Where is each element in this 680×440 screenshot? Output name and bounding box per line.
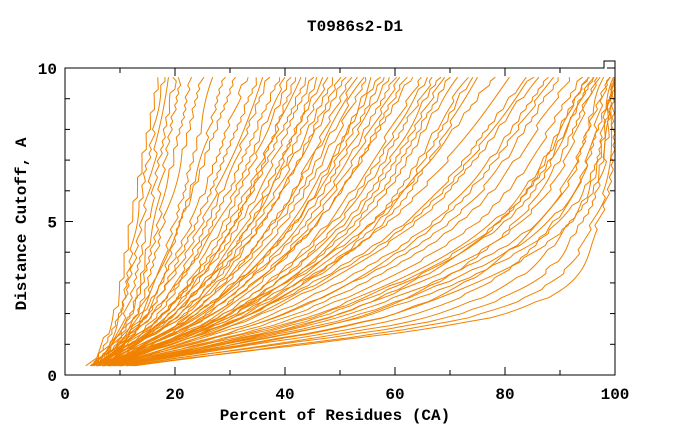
model-curve — [97, 77, 385, 367]
model-curve — [101, 77, 372, 367]
model-curve — [104, 76, 408, 367]
model-curve — [107, 76, 398, 367]
model-curve — [104, 76, 292, 367]
x-axis-label: Percent of Residues (CA) — [220, 407, 450, 425]
model-curve — [107, 76, 510, 367]
model-curve — [113, 76, 595, 367]
model-curves-layer — [85, 76, 616, 367]
model-curve — [90, 77, 264, 367]
model-curve — [103, 76, 527, 367]
model-curve — [119, 77, 594, 367]
model-curve — [117, 77, 614, 367]
model-curve — [109, 76, 365, 367]
model-curve — [98, 76, 177, 366]
model-curve — [110, 77, 589, 367]
model-curve — [98, 76, 286, 367]
model-curve — [110, 77, 571, 367]
model-curve — [116, 76, 535, 367]
model-curve — [103, 76, 205, 367]
model-curve — [93, 77, 169, 366]
model-curve — [96, 77, 367, 367]
model-curve — [98, 77, 333, 367]
axis-ticks — [64, 67, 616, 376]
model-curve — [101, 76, 226, 367]
model-curve — [108, 76, 414, 367]
model-curve — [113, 76, 583, 367]
model-curve — [90, 77, 249, 367]
model-curve — [115, 76, 611, 367]
model-curve — [97, 77, 296, 367]
model-curve — [106, 76, 442, 367]
model-curve — [132, 76, 616, 367]
model-curve — [97, 77, 214, 367]
model-curve — [103, 77, 307, 367]
model-curve — [126, 77, 616, 367]
model-curve — [130, 77, 616, 367]
x-tick-label: 0 — [60, 386, 70, 404]
model-curve — [97, 77, 281, 367]
model-curve — [109, 76, 554, 367]
x-tick-label: 80 — [495, 386, 514, 404]
model-curve — [104, 77, 182, 366]
model-curve — [108, 76, 549, 367]
model-curve — [97, 76, 193, 367]
model-curve — [90, 77, 159, 367]
model-curve — [98, 76, 353, 367]
chart-title: T0986s2-D1 — [307, 18, 403, 36]
model-curve — [120, 76, 590, 367]
model-curve — [125, 76, 611, 367]
model-curve — [108, 77, 428, 367]
model-curve — [104, 76, 496, 367]
model-curve — [104, 76, 358, 367]
model-curve — [85, 76, 236, 367]
model-curve — [99, 76, 401, 367]
y-axis-label: Distance Cutoff, A — [13, 137, 31, 310]
x-tick-label: 60 — [385, 386, 404, 404]
x-tick-label: 40 — [275, 386, 294, 404]
y-tick-label: 10 — [38, 61, 57, 79]
model-curve — [107, 76, 381, 367]
model-curve — [103, 77, 324, 367]
model-curve — [98, 77, 257, 366]
y-tick-label: 5 — [47, 215, 57, 233]
x-tick-label: 20 — [165, 386, 184, 404]
model-curve — [114, 76, 598, 367]
model-curve — [104, 76, 342, 367]
model-curve — [95, 76, 329, 367]
model-curve — [91, 76, 271, 367]
axis-tick-labels: 0 20 40 60 80 100 0 5 10 — [38, 61, 630, 404]
model-curve — [119, 76, 601, 367]
model-curve — [113, 76, 540, 367]
model-curve — [101, 77, 390, 367]
y-tick-label: 0 — [47, 368, 57, 386]
x-tick-label: 100 — [601, 386, 630, 404]
model-curve — [103, 76, 451, 367]
